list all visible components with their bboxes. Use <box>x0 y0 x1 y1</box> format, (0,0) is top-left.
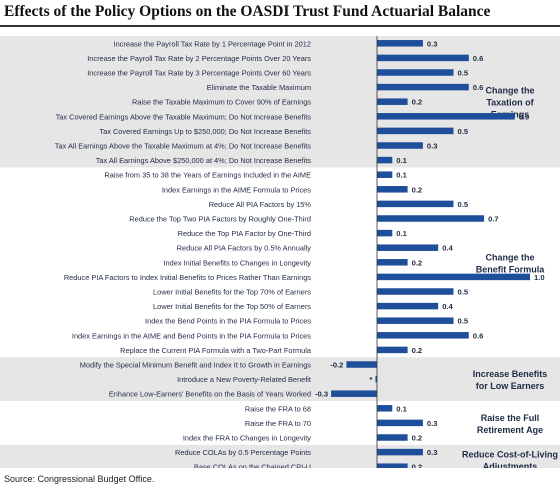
bar <box>377 419 423 427</box>
title-rule <box>0 25 560 27</box>
bar <box>377 171 393 178</box>
data-label: -0.3 <box>315 390 328 399</box>
bar <box>377 434 408 441</box>
data-label: 0.7 <box>488 215 499 224</box>
group-label: Change the Benefit Formula <box>476 252 546 274</box>
category-label: Index the FRA to Changes in Longevity <box>183 434 311 443</box>
bar <box>377 156 393 164</box>
bar <box>377 259 408 266</box>
category-label: Tax Covered Earnings Above the Taxable M… <box>56 112 312 121</box>
category-label: Lower Initial Benefits for the Top 70% o… <box>153 288 311 297</box>
bar <box>377 405 393 412</box>
category-label: Raise the FRA to 68 <box>245 404 311 413</box>
bar <box>377 317 454 324</box>
data-label: 0.1 <box>396 229 407 238</box>
data-label: 0.2 <box>412 346 423 355</box>
data-label: 0.5 <box>458 127 469 136</box>
category-label: Tax All Earnings Above the Taxable Maxim… <box>55 142 312 151</box>
category-label: Increase the Payroll Tax Rate by 2 Perce… <box>87 54 311 63</box>
data-label: 0.3 <box>427 39 438 48</box>
bar <box>375 375 377 383</box>
bar <box>377 142 423 149</box>
data-label: 0.2 <box>412 185 423 194</box>
bar <box>377 69 454 76</box>
data-label: 0.5 <box>458 288 469 297</box>
category-label: Lower Initial Benefits for the Top 50% o… <box>153 302 311 311</box>
bar <box>377 200 454 208</box>
data-label: 0.5 <box>458 317 469 326</box>
bar <box>331 390 377 397</box>
data-label: 0.3 <box>427 448 438 457</box>
source-note: Source: Congressional Budget Office. <box>4 474 155 484</box>
data-label: 0.2 <box>412 434 423 443</box>
data-label: 0.9 <box>519 112 530 121</box>
chart-title: Effects of the Policy Options on the OAS… <box>4 3 491 20</box>
category-label: Raise from 35 to 38 the Years of Earning… <box>104 171 311 180</box>
bar <box>377 448 423 456</box>
data-label: 0.3 <box>427 419 438 428</box>
data-label: 0.4 <box>442 244 453 253</box>
bar <box>377 332 469 339</box>
category-label: Replace the Current PIA Formula with a T… <box>120 346 312 355</box>
bar <box>377 346 408 354</box>
category-label: Increase the Payroll Tax Rate by 3 Perce… <box>87 69 311 78</box>
category-label: Eliminate the Taxable Maximum <box>207 83 311 92</box>
bar <box>377 127 454 135</box>
category-label: Index Initial Benefits to Changes in Lon… <box>164 258 312 267</box>
bar <box>377 215 485 222</box>
category-label: Reduce COLAs by 0.5 Percentage Points <box>175 448 311 457</box>
bar <box>377 288 454 295</box>
bar <box>377 113 515 120</box>
data-label: 0.5 <box>458 200 469 209</box>
data-label: 0.6 <box>473 83 484 92</box>
bar <box>377 98 408 105</box>
data-label: 0.4 <box>442 302 453 311</box>
data-label: 0.1 <box>396 156 407 165</box>
group-label: Increase Benefits for Low Earners <box>473 369 548 391</box>
group-label: Raise the Full Retirement Age <box>477 413 543 435</box>
category-label: Reduce PIA Factors to Index Initial Bene… <box>64 273 311 282</box>
data-label: 0.2 <box>412 98 423 107</box>
bar <box>377 229 393 237</box>
bar <box>346 361 377 368</box>
data-label: 0.2 <box>412 258 423 267</box>
bar <box>377 244 439 251</box>
data-label: 0.2 <box>412 463 423 468</box>
category-label: Introduce a New Poverty-Related Benefit <box>177 375 311 384</box>
group-label: Reduce Cost-of-Living Adjustments <box>462 449 558 468</box>
data-label: 0.6 <box>473 54 484 63</box>
category-label: Index Earnings in the AIME and Bend Poin… <box>72 331 311 340</box>
bar <box>377 186 408 193</box>
category-label: Tax All Earnings Above $250,000 at 4%; D… <box>96 156 312 165</box>
bar <box>377 83 469 91</box>
data-label: -0.2 <box>330 361 343 370</box>
category-label: Reduce All PIA Factors by 0.5% Annually <box>177 244 312 253</box>
data-label: 0.1 <box>396 171 407 180</box>
bar <box>377 463 408 468</box>
category-label: Reduce the Top Two PIA Factors by Roughl… <box>129 215 311 224</box>
category-label: Raise the Taxable Maximum to Cover 90% o… <box>132 98 311 107</box>
data-label: * <box>370 375 373 384</box>
data-label: 0.6 <box>473 331 484 340</box>
group-shade <box>0 357 560 401</box>
data-label: 0.1 <box>396 404 407 413</box>
category-label: Index the Bend Points in the PIA Formula… <box>145 317 311 326</box>
bar <box>377 54 469 62</box>
bar <box>377 273 530 281</box>
data-label: 0.3 <box>427 142 438 151</box>
category-label: Enhance Low-Earners' Benefits on the Bas… <box>109 390 311 399</box>
category-label: Modify the Special Minimum Benefit and I… <box>80 361 312 370</box>
data-label: 1.0 <box>534 273 545 282</box>
category-label: Reduce All PIA Factors by 15% <box>209 200 312 209</box>
bar <box>377 302 439 310</box>
category-label: Raise the FRA to 70 <box>245 419 311 428</box>
category-label: Index Earnings in the AIME Formula to Pr… <box>162 185 311 194</box>
category-label: Tax Covered Earnings Up to $250,000; Do … <box>99 127 311 136</box>
bar <box>377 40 423 47</box>
category-label: Increase the Payroll Tax Rate by 1 Perce… <box>114 39 311 48</box>
category-label: Reduce the Top PIA Factor by One-Third <box>178 229 311 238</box>
category-label: Base COLAs on the Chained CPI-U <box>194 463 311 468</box>
data-label: 0.5 <box>458 69 469 78</box>
